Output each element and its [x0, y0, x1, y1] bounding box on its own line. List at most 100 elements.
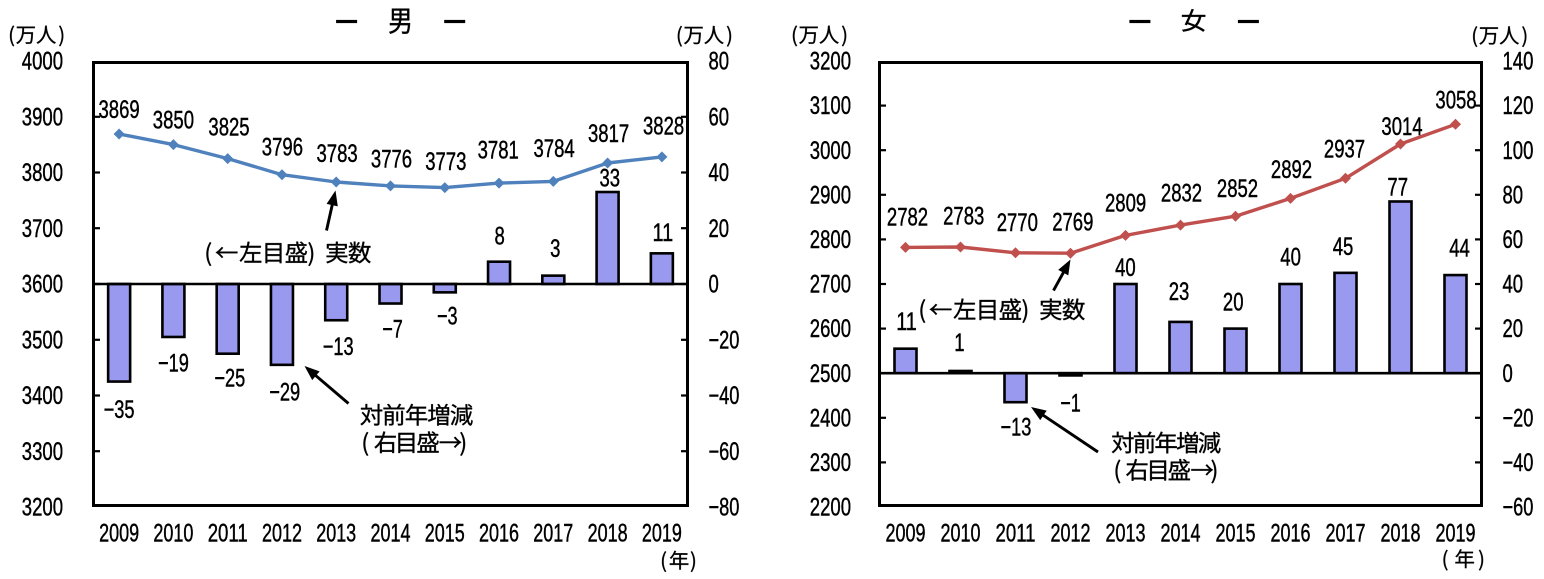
svg-text:2012: 2012: [262, 519, 302, 547]
svg-text:4000: 4000: [22, 48, 63, 76]
svg-text:2018: 2018: [1381, 519, 1421, 547]
svg-text:3817: 3817: [588, 120, 629, 148]
svg-text:60: 60: [709, 103, 730, 131]
svg-text:0: 0: [1503, 360, 1513, 388]
svg-text:45: 45: [1333, 233, 1354, 261]
svg-text:2500: 2500: [810, 360, 851, 388]
svg-text:−20: −20: [1503, 404, 1534, 432]
svg-text:2009: 2009: [886, 519, 926, 547]
svg-text:2015: 2015: [1216, 519, 1256, 547]
svg-text:2011: 2011: [208, 519, 248, 547]
svg-text:3850: 3850: [153, 107, 194, 135]
svg-text:2852: 2852: [1217, 175, 1258, 203]
svg-text:−60: −60: [1503, 494, 1534, 522]
svg-text:3058: 3058: [1435, 87, 1476, 115]
svg-text:2019: 2019: [1436, 519, 1476, 547]
svg-text:3776: 3776: [371, 146, 412, 174]
svg-text:3800: 3800: [22, 159, 63, 187]
svg-text:2015: 2015: [425, 519, 465, 547]
svg-text:2400: 2400: [810, 404, 851, 432]
svg-text:2013: 2013: [1106, 519, 1146, 547]
svg-text:2014: 2014: [371, 519, 411, 547]
svg-text:80: 80: [709, 48, 730, 76]
svg-text:3825: 3825: [208, 113, 249, 141]
svg-text:23: 23: [1169, 278, 1190, 306]
svg-text:20: 20: [1223, 289, 1244, 317]
svg-text:40: 40: [1115, 254, 1136, 282]
svg-text:60: 60: [1503, 226, 1524, 254]
svg-text:−60: −60: [709, 438, 740, 466]
svg-text:2011: 2011: [996, 519, 1036, 547]
svg-text:3200: 3200: [810, 48, 851, 76]
svg-text:2013: 2013: [316, 519, 356, 547]
svg-text:2010: 2010: [153, 519, 193, 547]
svg-text:−19: −19: [158, 350, 189, 378]
svg-text:3014: 3014: [1381, 113, 1422, 141]
svg-text:3400: 3400: [22, 382, 63, 410]
svg-text:2017: 2017: [533, 519, 573, 547]
svg-text:8: 8: [494, 223, 504, 251]
svg-text:3784: 3784: [534, 135, 575, 163]
svg-text:2769: 2769: [1052, 209, 1093, 237]
svg-text:1: 1: [954, 329, 964, 357]
svg-text:40: 40: [1280, 244, 1301, 272]
svg-text:−13: −13: [323, 333, 354, 361]
svg-text:2016: 2016: [1271, 519, 1311, 547]
svg-text:2832: 2832: [1161, 180, 1202, 208]
svg-text:2018: 2018: [588, 519, 628, 547]
svg-text:3200: 3200: [22, 494, 63, 522]
svg-text:33: 33: [600, 165, 621, 193]
svg-text:20: 20: [709, 215, 730, 243]
svg-text:2016: 2016: [479, 519, 519, 547]
svg-text:−35: −35: [104, 396, 135, 424]
svg-text:3828: 3828: [643, 113, 684, 141]
svg-text:2770: 2770: [997, 209, 1038, 237]
svg-text:3600: 3600: [22, 271, 63, 299]
svg-text:11: 11: [653, 219, 674, 247]
svg-text:2600: 2600: [810, 315, 851, 343]
svg-text:0: 0: [709, 271, 719, 299]
svg-text:−20: −20: [709, 326, 740, 354]
svg-text:3783: 3783: [317, 140, 358, 168]
svg-text:−80: −80: [709, 494, 740, 522]
svg-text:3796: 3796: [262, 134, 303, 162]
svg-text:2937: 2937: [1324, 136, 1365, 164]
svg-text:11: 11: [896, 308, 917, 336]
svg-text:44: 44: [1449, 235, 1470, 263]
svg-text:2009: 2009: [99, 519, 139, 547]
svg-text:−13: −13: [1001, 414, 1032, 442]
svg-text:2300: 2300: [810, 449, 851, 477]
svg-text:77: 77: [1387, 174, 1408, 202]
svg-text:40: 40: [709, 159, 730, 187]
svg-text:100: 100: [1503, 137, 1534, 165]
svg-text:3500: 3500: [22, 326, 63, 354]
svg-text:2783: 2783: [943, 203, 984, 231]
svg-text:3773: 3773: [425, 148, 466, 176]
svg-text:120: 120: [1503, 92, 1534, 120]
svg-text:2019: 2019: [642, 519, 682, 547]
svg-text:−25: −25: [214, 365, 245, 393]
svg-text:2014: 2014: [1161, 519, 1201, 547]
svg-text:3100: 3100: [810, 92, 851, 120]
svg-text:40: 40: [1503, 271, 1524, 299]
svg-text:−29: −29: [269, 379, 300, 407]
svg-text:2900: 2900: [810, 181, 851, 209]
svg-text:2017: 2017: [1326, 519, 1366, 547]
svg-text:2809: 2809: [1105, 189, 1146, 217]
svg-text:3700: 3700: [22, 215, 63, 243]
svg-text:2782: 2782: [887, 203, 928, 231]
svg-text:−1: −1: [1060, 390, 1081, 418]
svg-text:−3: −3: [437, 303, 458, 331]
svg-text:80: 80: [1503, 181, 1524, 209]
svg-text:3869: 3869: [99, 96, 140, 124]
svg-text:3300: 3300: [22, 438, 63, 466]
svg-text:−7: −7: [382, 316, 403, 344]
svg-text:3781: 3781: [478, 137, 519, 165]
svg-text:3000: 3000: [810, 137, 851, 165]
svg-text:2010: 2010: [941, 519, 981, 547]
svg-text:−40: −40: [709, 382, 740, 410]
svg-text:−40: −40: [1503, 449, 1534, 477]
svg-text:20: 20: [1503, 315, 1524, 343]
svg-text:140: 140: [1503, 48, 1534, 76]
svg-text:2892: 2892: [1271, 156, 1312, 184]
